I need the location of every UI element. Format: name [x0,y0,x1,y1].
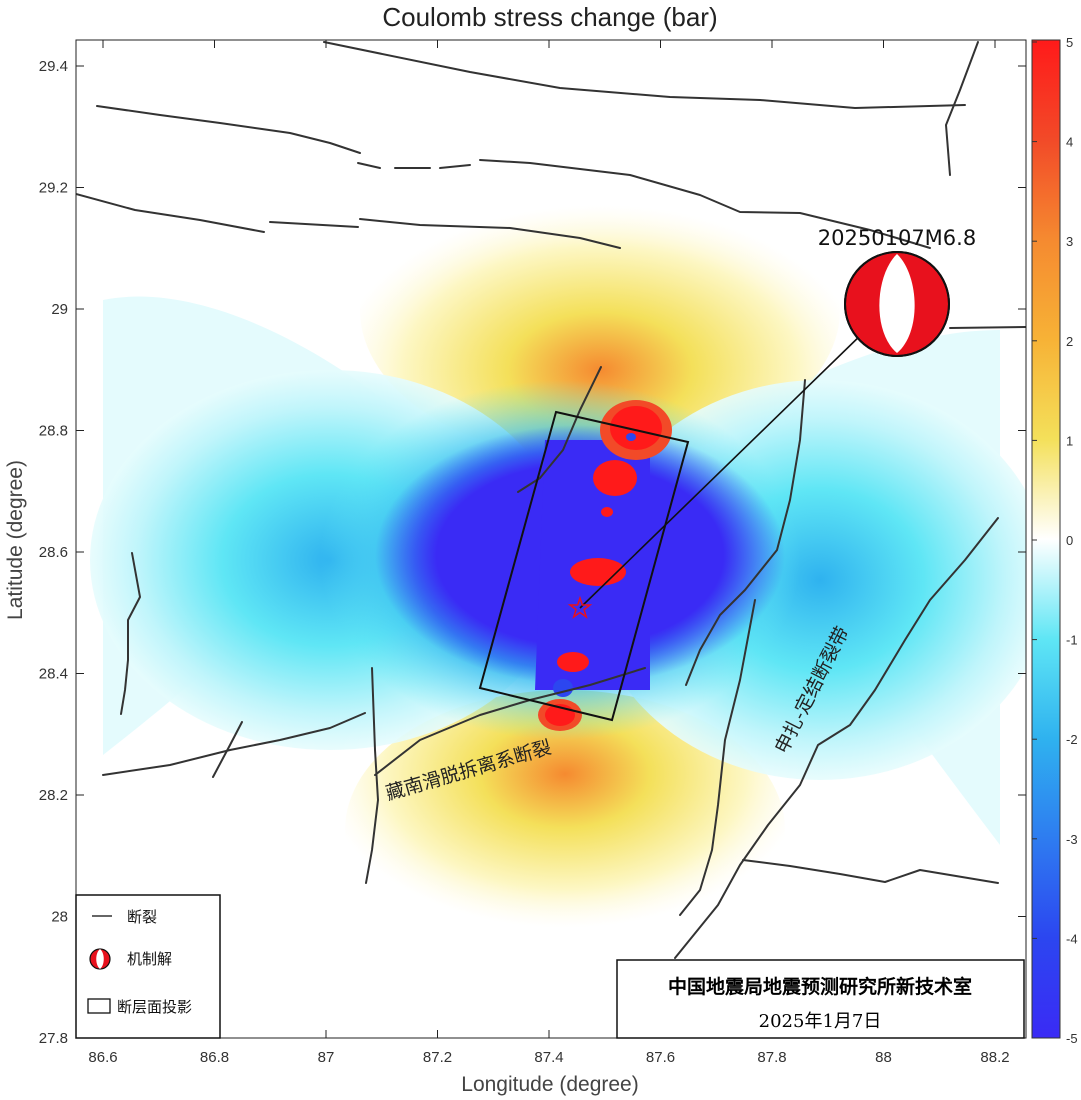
y-tick-label: 29.2 [39,180,68,197]
fault-plane-projection [478,410,690,722]
colorbar-tick-label: 5 [1066,35,1073,50]
x-tick-label: 87.8 [757,1049,786,1066]
colorbar-tick-label: -5 [1066,1031,1078,1046]
coldspot-small [626,433,636,441]
focal-mechanism-icon [844,251,950,357]
x-tick-label: 88 [875,1049,892,1066]
x-tick-label: 87.6 [646,1049,675,1066]
legend-mechanism-label: 机制解 [127,950,172,968]
y-tick-label: 29 [51,301,68,318]
legend-projection-label: 断层面投影 [117,998,192,1016]
x-tick-label: 86.6 [88,1049,117,1066]
legend: 断裂 机制解 断层面投影 [75,894,221,1039]
x-tick-label: 87 [318,1049,335,1066]
y-tick-label: 28.6 [39,544,68,561]
credit-box: 中国地震局地震预测研究所新技术室 2025年1月7日 [616,959,1025,1039]
x-axis-label: Longitude (degree) [461,1073,638,1096]
y-axis-label: Latitude (degree) [4,460,27,620]
colorbar: 5 4 3 2 1 0 -1 -2 -3 -4 -5 [1031,35,1078,1046]
hotspot-4 [570,558,626,586]
north-positive-lobe [360,160,840,460]
colorbar-tick-label: 1 [1066,433,1073,448]
chart-title: Coulomb stress change (bar) [382,2,717,32]
hotspot-north-core [610,406,662,450]
event-label: 20250107M6.8 [818,226,976,250]
colorbar-tick-label: 0 [1066,533,1073,548]
colorbar-tick-label: 4 [1066,135,1073,150]
hotspot-3 [601,507,613,517]
x-tick-label: 88.2 [980,1049,1009,1066]
epicenter-star-icon [567,595,593,619]
colorbar-tick-label: -3 [1066,832,1078,847]
y-tick-label: 28 [51,909,68,926]
y-tick-label: 29.4 [39,58,68,75]
x-tick-label: 86.8 [200,1049,229,1066]
legend-fault-label: 断裂 [127,908,157,926]
legend-mechanism-icon [89,948,111,970]
colorbar-tick-label: 2 [1066,334,1073,349]
x-axis: 86.6 86.8 87 87.2 87.4 87.6 87.8 88 88.2 [88,40,1010,1066]
colorbar-tick-label: -4 [1066,931,1078,946]
stress-field [76,41,1026,970]
hotspot-5 [557,652,589,672]
colorbar-tick-label: 3 [1066,234,1073,249]
fault-lines [76,41,1026,959]
y-tick-label: 27.8 [39,1030,68,1047]
legend-projection-icon [87,998,111,1014]
credit-organization: 中国地震局地震预测研究所新技术室 [668,975,972,998]
plot-frame [75,39,1027,1039]
hotspot-2 [593,460,637,496]
colorbar-tick-label: -1 [1066,633,1078,648]
colorbar-tick-label: -2 [1066,732,1078,747]
south-positive-lobe [345,690,785,970]
y-tick-label: 28.8 [39,423,68,440]
x-tick-label: 87.4 [534,1049,563,1066]
x-tick-label: 87.2 [423,1049,452,1066]
y-tick-label: 28.4 [39,666,68,683]
mechanism-leader-line [579,329,867,609]
y-tick-label: 28.2 [39,787,68,804]
credit-date: 2025年1月7日 [759,1011,882,1032]
